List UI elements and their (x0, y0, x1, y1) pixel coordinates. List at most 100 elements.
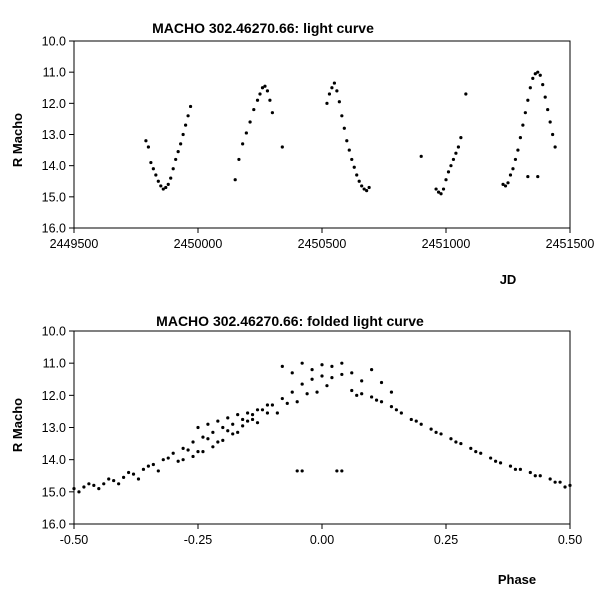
data-point (320, 363, 324, 367)
data-point (568, 483, 572, 487)
data-point (151, 167, 155, 171)
data-point (370, 368, 374, 372)
data-point (184, 123, 188, 127)
data-point (511, 167, 515, 171)
data-point (82, 485, 86, 489)
data-point (332, 81, 336, 85)
data-point (250, 417, 255, 422)
data-point (270, 403, 274, 407)
y-tick-label: 12.0 (42, 389, 66, 403)
data-point (252, 107, 256, 112)
data-point (315, 390, 319, 394)
data-point (236, 413, 240, 417)
data-point (414, 419, 418, 423)
data-point (367, 185, 371, 190)
data-point (498, 461, 503, 465)
data-point (325, 101, 329, 105)
data-point (280, 145, 284, 149)
data-point (280, 396, 284, 401)
data-point (340, 361, 344, 365)
x-tick-label: 2451500 (546, 237, 595, 251)
data-point (444, 178, 448, 182)
data-point (275, 411, 279, 415)
data-point (310, 377, 314, 381)
data-point (439, 432, 443, 436)
data-point (516, 148, 520, 152)
data-point (409, 417, 413, 422)
data-point (186, 114, 190, 118)
data-point (161, 187, 165, 191)
data-point (389, 390, 394, 394)
data-point (563, 485, 567, 489)
data-point (196, 425, 200, 430)
data-point (320, 374, 324, 378)
data-point (164, 185, 168, 190)
data-point (171, 167, 175, 171)
x-tick-label: 0.25 (434, 533, 458, 547)
data-point (161, 458, 165, 462)
data-point (290, 371, 294, 375)
data-point (459, 441, 463, 446)
data-point (176, 459, 180, 463)
data-point (226, 416, 230, 420)
data-point (258, 92, 262, 96)
data-point (451, 157, 456, 162)
data-point (479, 451, 483, 455)
data-point (389, 404, 394, 409)
data-point (538, 73, 542, 77)
data-point (379, 400, 384, 404)
data-point (146, 145, 150, 149)
data-point (156, 469, 160, 473)
data-point (270, 111, 274, 115)
data-point (246, 411, 250, 415)
data-point (181, 458, 185, 462)
data-point (357, 179, 361, 183)
y-tick-label: 14.0 (42, 453, 66, 467)
data-point (518, 136, 523, 140)
data-point (347, 148, 351, 152)
data-point (345, 139, 349, 143)
data-point (342, 126, 346, 130)
data-point (469, 446, 473, 451)
data-point (206, 422, 210, 426)
data-point (154, 173, 158, 177)
data-point (263, 84, 267, 88)
y-tick-label: 11.0 (43, 357, 66, 371)
plot-area: 10.0 11.0 12.0 13.0 14.0 15.0 16.0-0.50 -0.25 0.… (42, 325, 583, 548)
y-axis-title: R Macho (10, 113, 25, 167)
data-point (327, 92, 332, 96)
data-point (508, 173, 513, 177)
y-tick-label: 12.0 (42, 97, 66, 111)
data-point (370, 395, 374, 399)
data-point (151, 462, 155, 467)
data-point (513, 467, 518, 471)
x-axis-title: JD (500, 272, 517, 287)
data-point (146, 464, 150, 468)
x-tick-label: 2449500 (50, 237, 99, 251)
data-point (494, 459, 498, 463)
data-point (526, 174, 530, 179)
y-tick-label: 14.0 (42, 159, 66, 173)
data-point (285, 401, 289, 405)
data-point (355, 393, 359, 397)
data-point (436, 190, 441, 194)
data-point (434, 430, 438, 434)
data-point (174, 157, 178, 162)
x-tick-label: 2451000 (422, 237, 471, 251)
data-point (191, 440, 195, 444)
data-point (340, 372, 344, 377)
data-point (360, 379, 364, 383)
data-point (231, 432, 235, 436)
y-tick-label: 10.0 (42, 325, 66, 339)
data-point (248, 120, 252, 124)
data-point (196, 450, 200, 454)
data-point (350, 157, 354, 162)
data-point (300, 469, 304, 473)
data-point (246, 419, 250, 423)
data-point (449, 437, 453, 441)
y-tick-label: 16.0 (42, 222, 66, 236)
data-point (211, 445, 215, 449)
data-point (179, 142, 183, 146)
chart-title: MACHO 302.46270.66: light curve (152, 20, 374, 36)
data-point (513, 157, 518, 162)
